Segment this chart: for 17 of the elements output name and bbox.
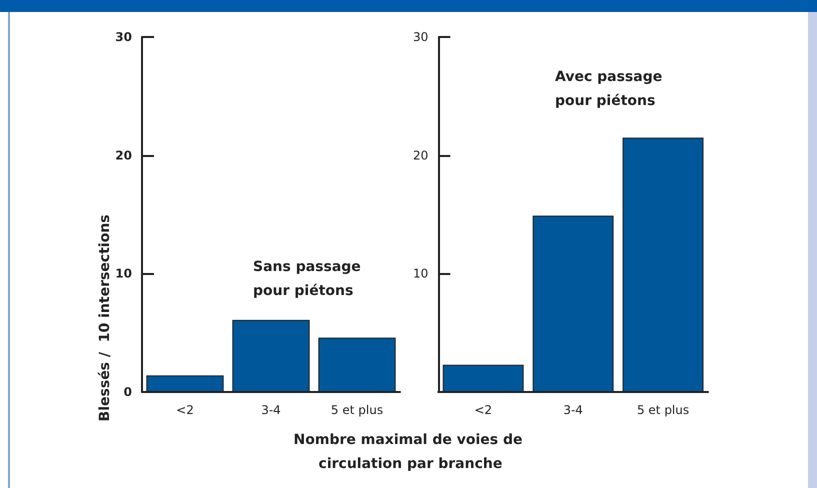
x-tick-label: <2 [474, 403, 492, 417]
x-axis-title: Nombre maximal de voies de circulation par branche [294, 432, 522, 472]
y-tick-label: 10 [115, 266, 132, 281]
y-tick-label: 20 [115, 148, 132, 162]
x-tick-label: 5 et plus [636, 403, 690, 417]
x-tick-label: 5 et plus [330, 403, 384, 417]
y-tick-label: 0 [124, 385, 132, 399]
y-axis-title: Blessés / 10 intersections [97, 214, 113, 422]
text: Avec passage pour piétons [555, 69, 668, 109]
text: Sans passage pour piétons [253, 259, 366, 299]
x-tick-label: 3-4 [563, 403, 583, 417]
x-tick-label: 3-4 [261, 403, 281, 417]
x-tick-label: <2 [176, 403, 194, 417]
y-tick-label: 20 [412, 148, 428, 162]
y-tick-label: 10 [412, 266, 428, 281]
y-tick-label: 30 [115, 30, 132, 44]
y-tick-label: 30 [412, 30, 428, 44]
